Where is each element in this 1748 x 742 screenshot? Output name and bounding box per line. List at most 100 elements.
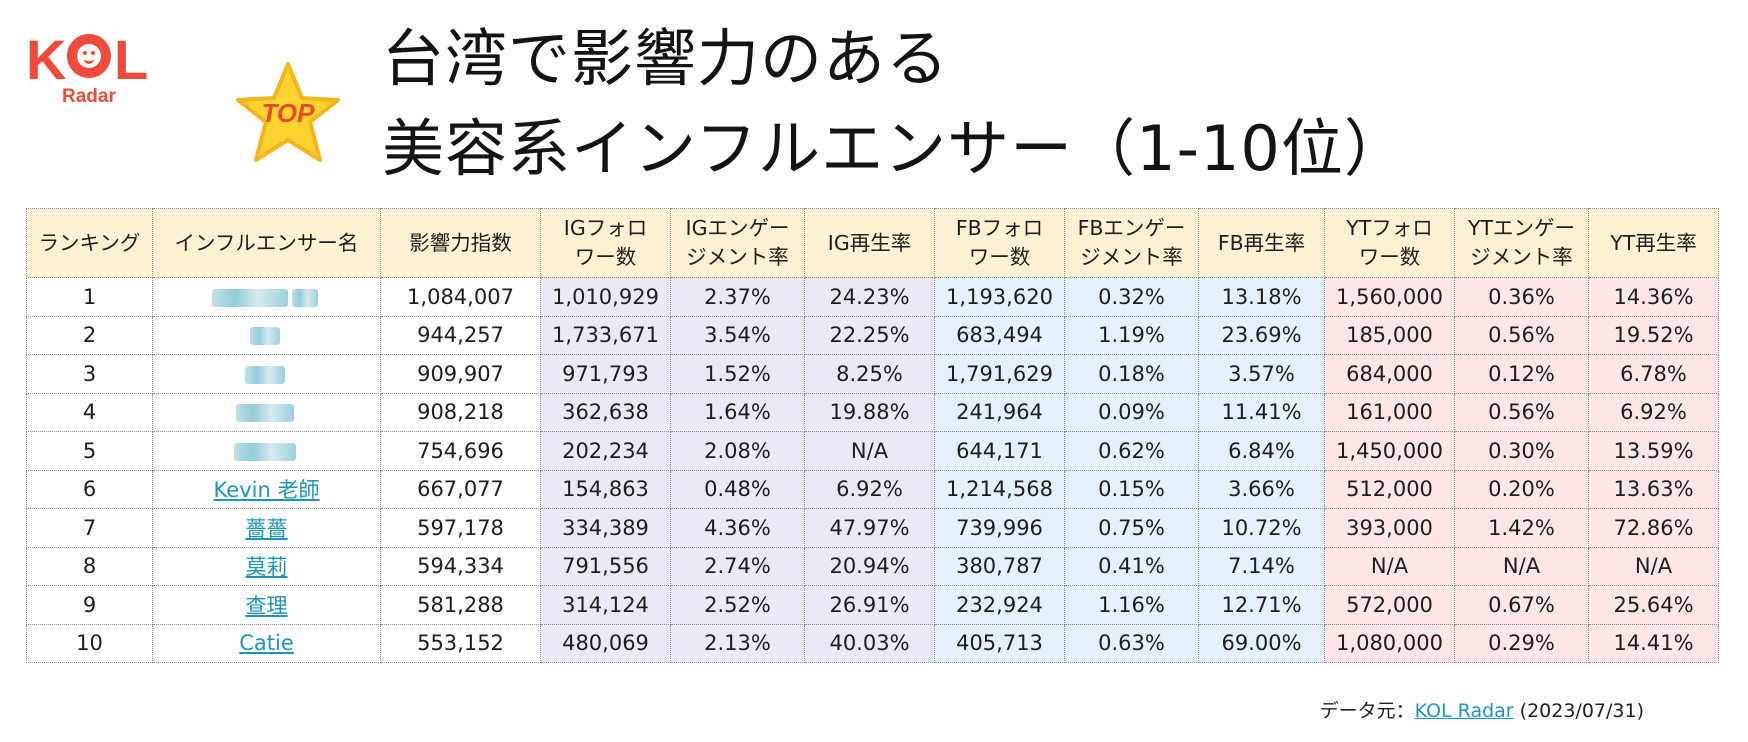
influencer-name-link[interactable]: 莫莉 (245, 555, 288, 580)
score-cell: 594,334 (380, 546, 541, 586)
ig-e-cell: 3.54% (670, 315, 805, 355)
yt-e-cell: 1.42% (1454, 508, 1589, 548)
yt-f-cell: 185,000 (1324, 315, 1455, 355)
column-header: IGエンゲー ジメント率 (670, 208, 805, 278)
column-header-text: ジメント率 (1470, 245, 1573, 269)
fb-f-cell: 683,494 (934, 315, 1065, 355)
ig-f-cell: 202,234 (540, 431, 671, 471)
blurred-name (235, 400, 298, 424)
column-header-text: FB再生率 (1217, 230, 1306, 255)
source-link[interactable]: KOL Radar (1414, 700, 1514, 722)
ig-p-cell: 40.03% (804, 623, 935, 663)
blurred-name-block (233, 442, 296, 461)
column-header-text: インフルエンサー名 (174, 230, 359, 255)
yt-e-cell: 0.56% (1454, 315, 1589, 355)
influencer-name-cell: Catie (152, 623, 381, 663)
yt-p-cell: N/A (1588, 546, 1719, 586)
yt-p-cell: 13.63% (1588, 469, 1719, 509)
ig-e-cell: 2.08% (670, 431, 805, 471)
ig-p-cell: 47.97% (804, 508, 935, 548)
blurred-name (244, 362, 289, 386)
score-cell: 581,288 (380, 585, 541, 625)
ig-p-cell: N/A (804, 431, 935, 471)
fb-p-cell: 69.00% (1198, 623, 1325, 663)
influencer-name-cell (152, 315, 381, 355)
influencer-name-cell (152, 277, 381, 317)
yt-e-cell: 0.29% (1454, 623, 1589, 663)
footer-prefix: データ元： (1319, 700, 1415, 722)
table-row: 8 莫莉 594,334 791,556 2.74% 20.94% 380,787 0.41%… (26, 546, 1719, 586)
ig-e-cell: 0.48% (670, 469, 805, 509)
column-header-text: ランキング (38, 230, 141, 255)
table-row: 1 1,084,007 1,010,929 2.37% 24.23% 1,193,620 0… (26, 277, 1719, 317)
yt-f-cell: 684,000 (1324, 354, 1455, 394)
rank-cell: 8 (26, 546, 153, 586)
yt-e-cell: 0.67% (1454, 585, 1589, 625)
column-header-text: ワー数 (1358, 245, 1421, 269)
score-cell: 1,084,007 (380, 277, 541, 317)
table-row: 9 查理 581,288 314,124 2.52% 26.91% 232,924 1.16%… (26, 585, 1719, 625)
fb-p-cell: 3.57% (1198, 354, 1325, 394)
influencer-name-link[interactable]: Kevin 老師 (213, 478, 320, 503)
fb-e-cell: 0.18% (1064, 354, 1199, 394)
rank-cell: 9 (26, 585, 153, 625)
influencer-name-link[interactable]: 查理 (245, 593, 288, 618)
yt-e-cell: 0.20% (1454, 469, 1589, 509)
column-header: YTフォロ ワー数 (1324, 208, 1455, 278)
title-line-2: 美容系インフルエンサー（1-10位） (382, 112, 1407, 185)
ig-p-cell: 24.23% (804, 277, 935, 317)
column-header-text: YT再生率 (1610, 230, 1697, 255)
fb-p-cell: 6.84% (1198, 431, 1325, 471)
yt-e-cell: 0.36% (1454, 277, 1589, 317)
fb-f-cell: 232,924 (934, 585, 1065, 625)
influencer-name-link[interactable]: Catie (239, 631, 294, 656)
fb-p-cell: 23.69% (1198, 315, 1325, 355)
rank-cell: 6 (26, 469, 153, 509)
column-header-text: ワー数 (968, 245, 1031, 269)
score-cell: 597,178 (380, 508, 541, 548)
ig-f-cell: 154,863 (540, 469, 671, 509)
ig-e-cell: 2.52% (670, 585, 805, 625)
ranking-table: ランキング インフルエンサー名 影響力指数 IGフォロ ワー数 IGエンゲー ジメント率 IG… (26, 208, 1719, 663)
table-row: 2 944,257 1,733,671 3.54% 22.25% 683,494 1.19%… (26, 315, 1719, 355)
star-badge-label: TOP (261, 98, 315, 128)
ig-e-cell: 2.13% (670, 623, 805, 663)
column-header-text: ジメント率 (686, 245, 789, 269)
fb-p-cell: 3.66% (1198, 469, 1325, 509)
score-cell: 553,152 (380, 623, 541, 663)
fb-f-cell: 1,791,629 (934, 354, 1065, 394)
yt-f-cell: 512,000 (1324, 469, 1455, 509)
yt-f-cell: 393,000 (1324, 508, 1455, 548)
fb-p-cell: 12.71% (1198, 585, 1325, 625)
yt-f-cell: 1,560,000 (1324, 277, 1455, 317)
yt-e-cell: 0.30% (1454, 431, 1589, 471)
rank-cell: 4 (26, 392, 153, 432)
ig-p-cell: 6.92% (804, 469, 935, 509)
column-header-text: YTエンゲー (1467, 216, 1576, 240)
score-cell: 944,257 (380, 315, 541, 355)
blurred-name (233, 439, 300, 463)
column-header-text: 影響力指数 (409, 230, 512, 255)
rank-cell: 2 (26, 315, 153, 355)
table-row: 10 Catie 553,152 480,069 2.13% 40.03% 405,713 0… (26, 623, 1719, 663)
data-source-footer: データ元：KOL Radar (2023/07/31) (1320, 696, 1644, 723)
rank-cell: 1 (26, 277, 153, 317)
footer-date: (2023/07/31) (1513, 700, 1644, 722)
logo-smiley-icon (67, 34, 111, 78)
ig-e-cell: 1.64% (670, 392, 805, 432)
influencer-name-cell: 莫莉 (152, 546, 381, 586)
ig-e-cell: 1.52% (670, 354, 805, 394)
column-header-text: IGフォロ (563, 216, 648, 240)
yt-f-cell: 1,080,000 (1324, 623, 1455, 663)
fb-f-cell: 405,713 (934, 623, 1065, 663)
column-header: YTエンゲー ジメント率 (1454, 208, 1589, 278)
fb-e-cell: 0.15% (1064, 469, 1199, 509)
fb-e-cell: 0.62% (1064, 431, 1199, 471)
yt-f-cell: N/A (1324, 546, 1455, 586)
influencer-name-link[interactable]: 薔薔 (245, 516, 288, 541)
table-header-row: ランキング インフルエンサー名 影響力指数 IGフォロ ワー数 IGエンゲー ジメント率 IG… (26, 208, 1719, 278)
column-header: FBフォロ ワー数 (934, 208, 1065, 278)
yt-p-cell: 25.64% (1588, 585, 1719, 625)
fb-p-cell: 11.41% (1198, 392, 1325, 432)
yt-e-cell: N/A (1454, 546, 1589, 586)
